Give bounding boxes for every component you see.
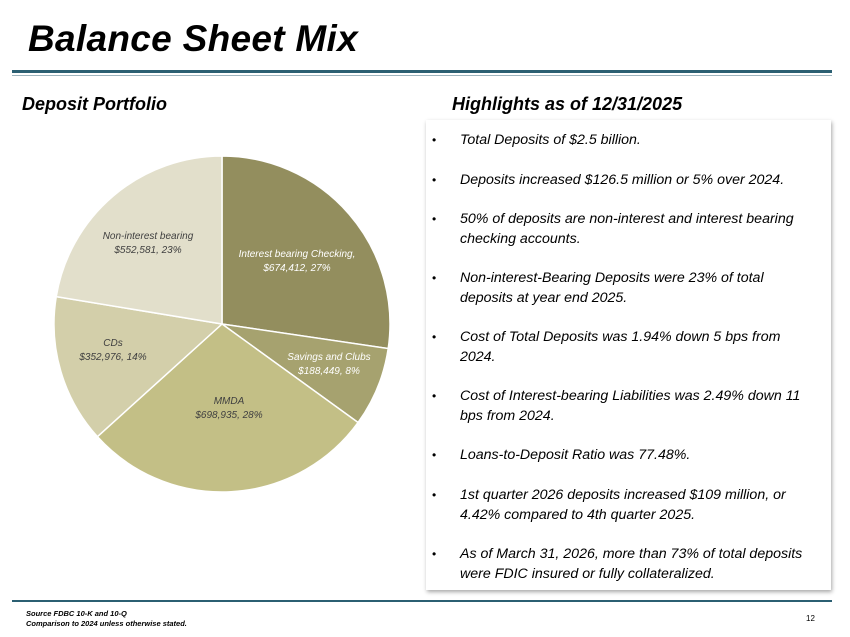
pie-slices bbox=[53, 155, 391, 493]
pie-slice bbox=[96, 323, 360, 493]
pie-slice bbox=[53, 295, 224, 438]
highlights-heading: Highlights as of 12/31/2025 bbox=[452, 94, 683, 114]
highlight-text-line: Cost of Interest-bearing Liabilities was… bbox=[460, 388, 801, 404]
slice-value-label: $674,412, 27% bbox=[262, 263, 330, 274]
highlight-text-line: Loans-to-Deposit Ratio was 77.48%. bbox=[460, 447, 691, 463]
highlight-item: • Loans-to-Deposit Ratio was 77.48%. bbox=[432, 445, 830, 465]
bullet-icon: • bbox=[432, 389, 437, 403]
pie-slice bbox=[221, 155, 391, 350]
slice-name: Non-interest bearing bbox=[103, 231, 194, 242]
footer-divider bbox=[12, 600, 832, 602]
highlight-text-line: deposits at year end 2025. bbox=[460, 290, 628, 306]
highlight-item: • As of March 31, 2026, more than 73% of … bbox=[432, 544, 830, 584]
bullet-icon: • bbox=[432, 488, 437, 502]
deposit-pie-chart: Interest bearing Checking, $674,412, 27% S… bbox=[53, 155, 391, 493]
highlight-item: • Deposits increased $126.5 million or 5%… bbox=[432, 170, 830, 190]
pie-slice-label: Interest bearing Checking, $674,412, 27% bbox=[239, 249, 356, 274]
slide-title: Balance Sheet Mix bbox=[28, 18, 359, 59]
highlights-panel: • Total Deposits of $2.5 billion. • Deposit… bbox=[426, 120, 831, 590]
slice-value-label: $552,581, 23% bbox=[113, 245, 181, 256]
highlight-text-line: 1st quarter 2026 deposits increased $109… bbox=[460, 487, 786, 503]
highlight-text-line: checking accounts. bbox=[460, 231, 581, 247]
pie-slice-label: MMDA $698,935, 28% bbox=[194, 396, 262, 421]
highlight-item: • Non-interest-Bearing Deposits were 23% … bbox=[432, 268, 830, 308]
deposit-portfolio-heading: Deposit Portfolio bbox=[22, 94, 167, 114]
pie-slice bbox=[55, 155, 223, 325]
bullet-icon: • bbox=[432, 212, 437, 226]
slice-value-label: $188,449, 8% bbox=[297, 366, 360, 377]
bullet-icon: • bbox=[432, 547, 437, 561]
source-note: Source FDBC 10-K and 10-Q bbox=[26, 609, 127, 618]
pie-labels: Interest bearing Checking, $674,412, 27% S… bbox=[78, 231, 370, 421]
highlight-item: • Cost of Total Deposits was 1.94% down 5… bbox=[432, 327, 830, 367]
highlight-text-line: were FDIC insured or fully collateralize… bbox=[460, 566, 715, 582]
page-number: 12 bbox=[806, 614, 815, 623]
bullet-icon: • bbox=[432, 173, 437, 187]
title-divider-thin bbox=[12, 75, 832, 76]
highlight-text-line: Cost of Total Deposits was 1.94% down 5 … bbox=[460, 329, 781, 345]
highlight-item: • Cost of Interest-bearing Liabilities wa… bbox=[432, 386, 830, 426]
highlight-item: • 50% of deposits are non-interest and in… bbox=[432, 209, 830, 249]
highlight-text-line: 4.42% compared to 4th quarter 2025. bbox=[460, 507, 696, 523]
highlight-item: • 1st quarter 2026 deposits increased $10… bbox=[432, 485, 830, 525]
highlight-text-line: Deposits increased $126.5 million or 5% … bbox=[460, 172, 785, 188]
slice-name: MMDA bbox=[214, 396, 245, 407]
bullet-icon: • bbox=[432, 271, 437, 285]
pie-slice-label: CDs $352,976, 14% bbox=[78, 338, 146, 363]
highlight-text-line: Total Deposits of $2.5 billion. bbox=[460, 132, 641, 148]
highlight-text-line: bps from 2024. bbox=[460, 408, 555, 424]
slice-value-label: $698,935, 28% bbox=[194, 410, 262, 421]
title-divider bbox=[12, 70, 832, 73]
highlight-item: • Total Deposits of $2.5 billion. bbox=[432, 130, 830, 150]
highlight-text-line: Non-interest-Bearing Deposits were 23% o… bbox=[460, 270, 764, 286]
highlight-text-line: 2024. bbox=[460, 349, 496, 365]
bullet-icon: • bbox=[432, 448, 437, 462]
pie-slice-label: Non-interest bearing $552,581, 23% bbox=[103, 231, 194, 256]
slice-name: Savings and Clubs bbox=[287, 352, 370, 363]
bullet-icon: • bbox=[432, 133, 437, 147]
highlight-text-line: As of March 31, 2026, more than 73% of t… bbox=[460, 546, 803, 562]
slice-name: CDs bbox=[103, 338, 122, 349]
comparison-note: Comparison to 2024 unless otherwise stat… bbox=[26, 618, 187, 628]
slice-value-label: $352,976, 14% bbox=[78, 352, 146, 363]
pie-slice-label: Savings and Clubs $188,449, 8% bbox=[287, 352, 370, 377]
highlight-text-line: 50% of deposits are non-interest and int… bbox=[460, 211, 794, 227]
bullet-icon: • bbox=[432, 330, 437, 344]
footnote: Source FDBC 10-K and 10-Q Comparison to … bbox=[26, 609, 187, 628]
slice-name: Interest bearing Checking, bbox=[239, 249, 356, 260]
